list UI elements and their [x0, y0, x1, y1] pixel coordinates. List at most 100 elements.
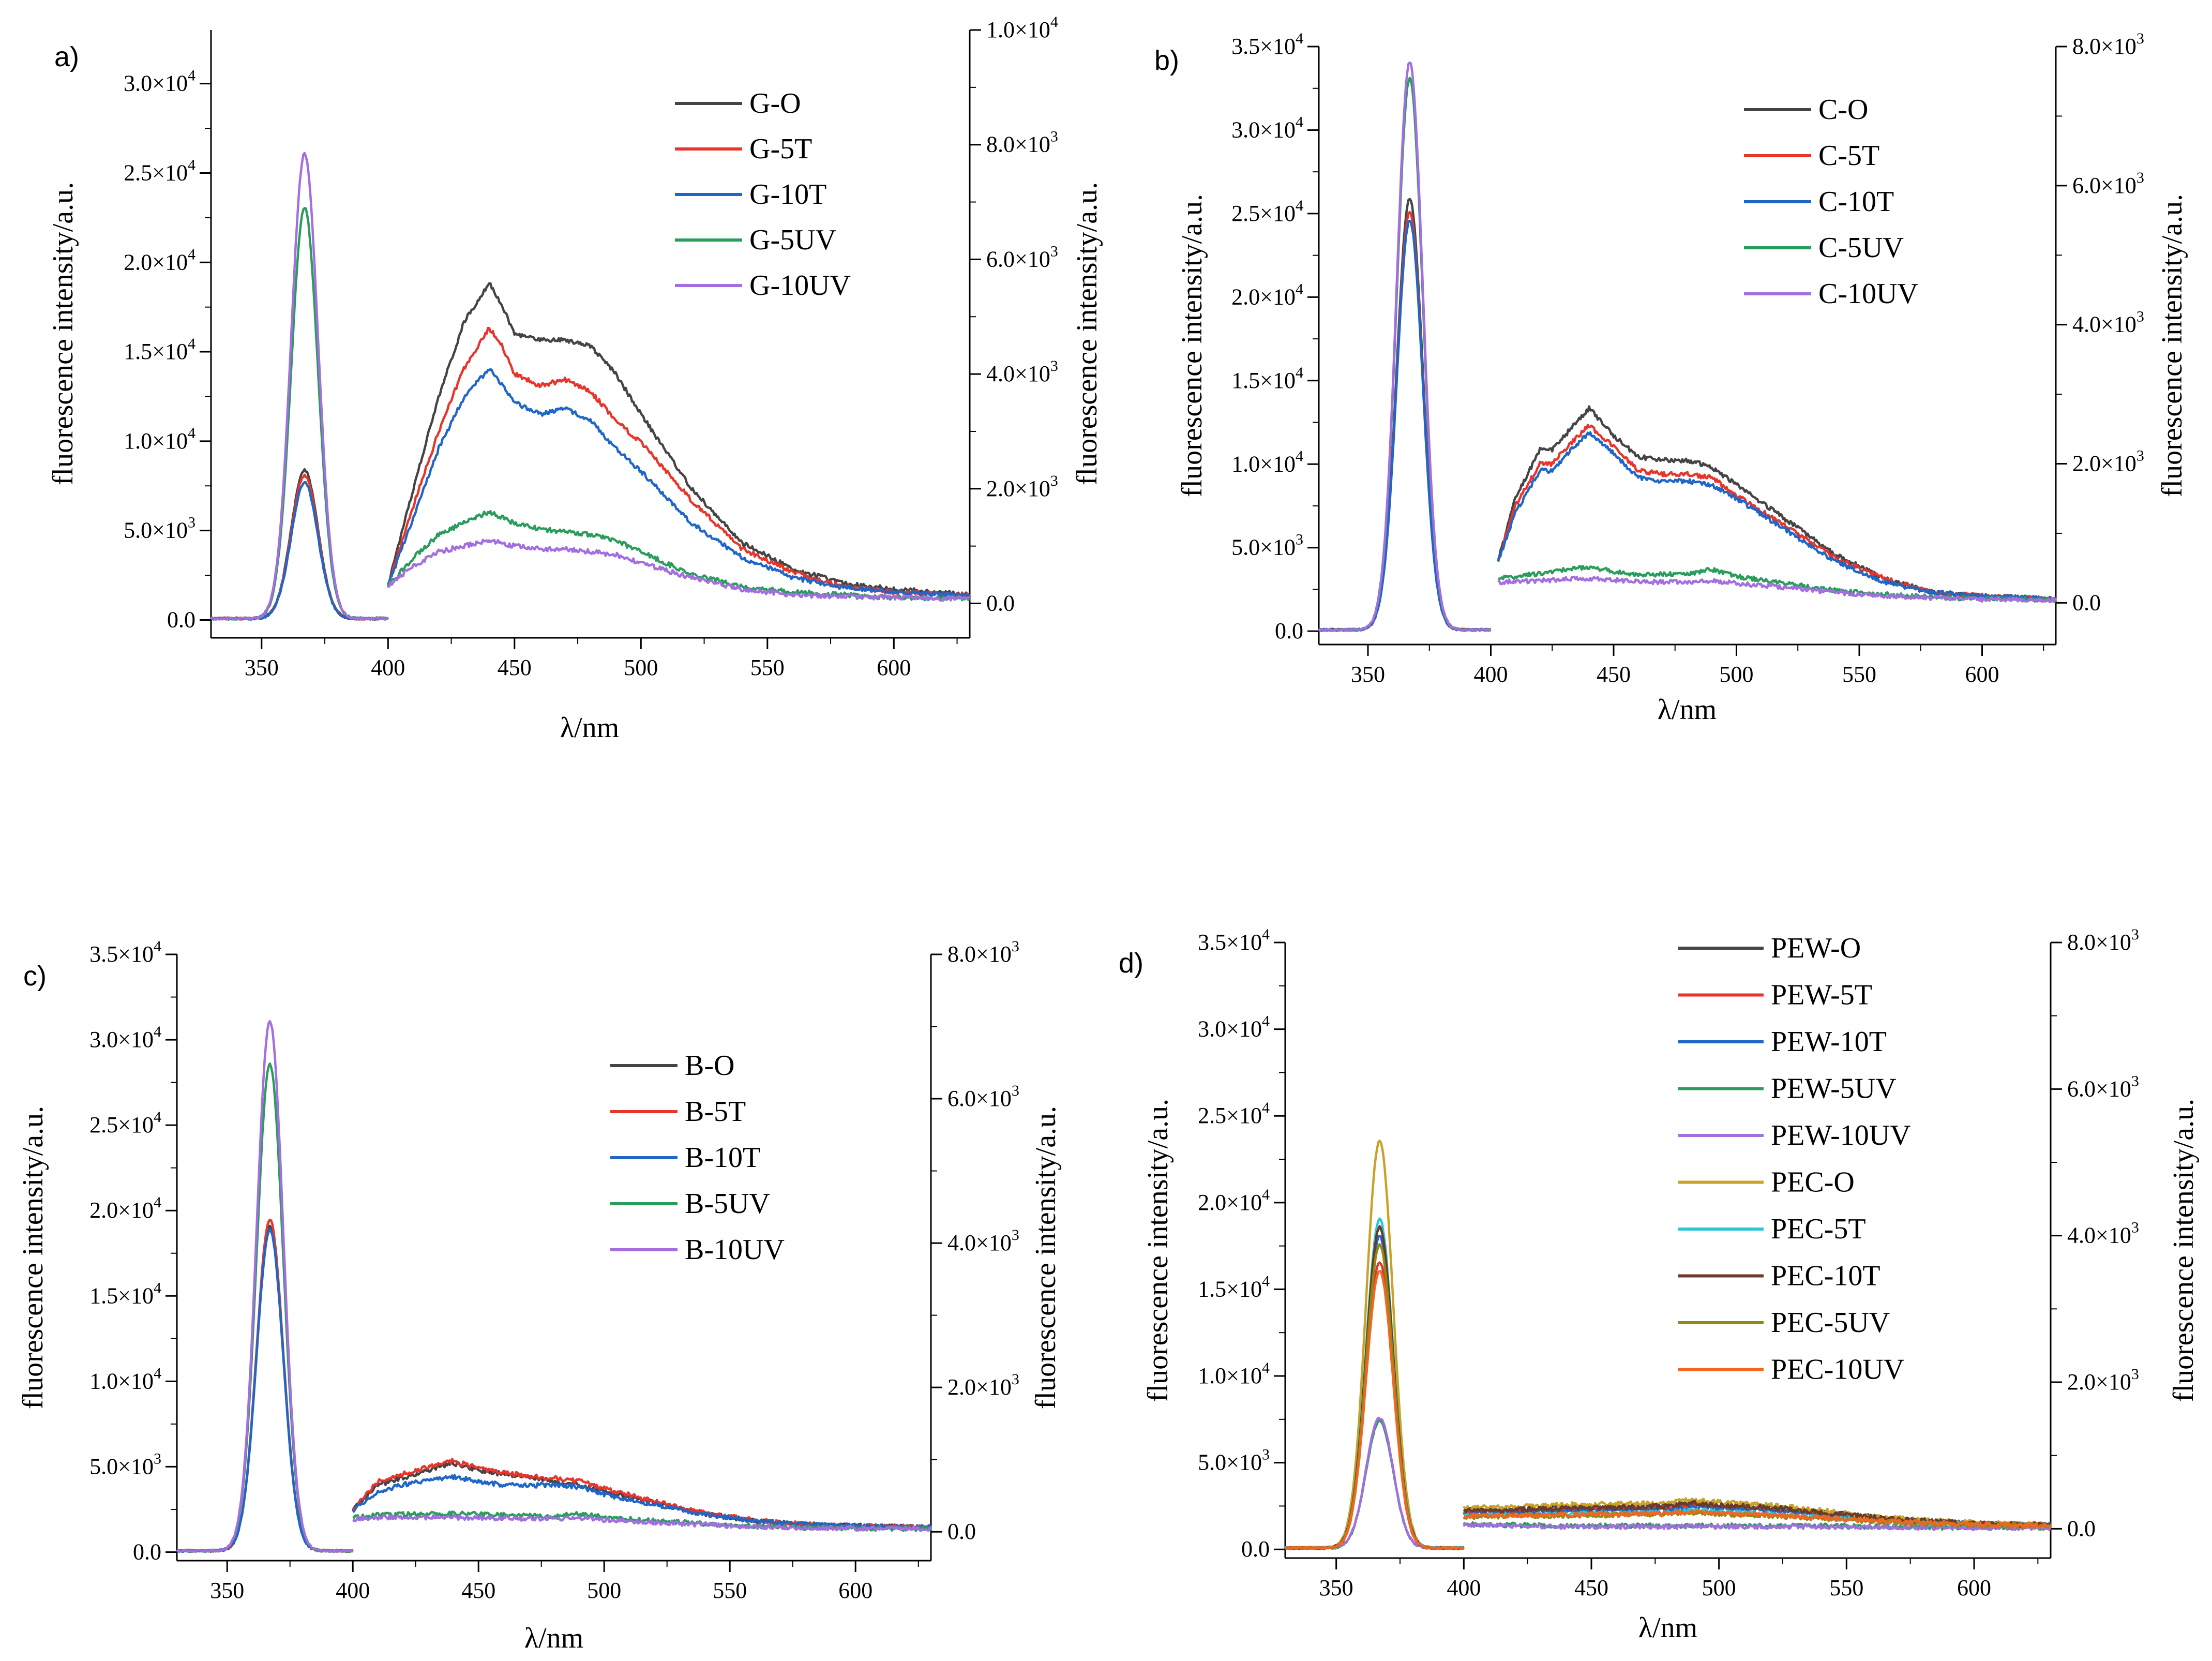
- tick-exponent: 4: [154, 1279, 161, 1296]
- y-right-tick-label: 8.0×103: [947, 938, 1019, 967]
- chart-panel-b: 350 400 450 500 550 600 0.0 5.0×103 1.0×104 1.5×1…: [1154, 30, 2188, 726]
- y-right-tick-label: 0.0: [2072, 590, 2101, 615]
- y-left-tick-label: 3.0×104: [89, 1023, 161, 1052]
- tick-exponent: 4: [1262, 926, 1270, 943]
- series-emission-B-O: [352, 1460, 931, 1531]
- y-left-tick-label: 1.5×104: [1231, 364, 1303, 393]
- y-right-tick-label: 6.0×103: [947, 1082, 1019, 1111]
- series-emission-C-10T: [1497, 431, 2057, 602]
- y-left-tick-label: 5.0×103: [89, 1450, 161, 1479]
- series-excitation-C-5UV: [1318, 77, 1491, 632]
- y-left-tick-label: 3.0×104: [1231, 113, 1303, 142]
- panel-label: c): [23, 961, 47, 992]
- y-right-tick-label: 6.0×103: [986, 243, 1058, 272]
- series-excitation-G-5UV: [210, 207, 389, 621]
- x-tick-label: 600: [877, 655, 911, 680]
- y-left-tick-label: 5.0×103: [1198, 1446, 1270, 1475]
- tick-exponent: 4: [1262, 1273, 1270, 1290]
- legend: C-O C-5T C-10T C-5UV C-10UV: [1744, 94, 1918, 310]
- y-left-tick-label: 2.0×104: [1198, 1186, 1270, 1215]
- series-excitation-B-10T: [176, 1228, 353, 1553]
- legend-label: C-O: [1818, 94, 1868, 126]
- y-left-tick-label: 3.5×104: [1231, 30, 1303, 59]
- series-excitation-C-O: [1318, 198, 1492, 632]
- series-excitation-PEW-5UV: [1284, 1419, 1465, 1550]
- y-left-tick-label: 1.0×104: [1198, 1359, 1270, 1388]
- x-tick-label: 450: [461, 1578, 495, 1603]
- x-tick-label: 350: [210, 1578, 244, 1603]
- legend-label: B-5UV: [685, 1188, 770, 1220]
- legend-label: PEW-10UV: [1771, 1119, 1911, 1151]
- series-excitation-G-10UV: [210, 152, 388, 621]
- tick-exponent: 3: [2136, 169, 2144, 186]
- x-tick-label: 500: [1702, 1575, 1736, 1600]
- tick-exponent: 4: [1262, 1186, 1270, 1203]
- tick-exponent: 3: [2136, 447, 2144, 465]
- y-right-tick-label: 4.0×103: [2067, 1219, 2139, 1248]
- legend-label: PEC-O: [1771, 1166, 1855, 1199]
- tick-exponent: 4: [1296, 197, 1303, 214]
- tick-exponent: 3: [2136, 30, 2144, 47]
- legend-label: C-5T: [1818, 140, 1879, 172]
- legend-label: B-10UV: [685, 1234, 785, 1266]
- tick-exponent: 3: [1050, 472, 1058, 489]
- chart-panel-a: 350 400 450 500 550 600 0.0 5.0×103 1.0×104 1.5×1…: [47, 13, 1103, 744]
- legend-label: C-10T: [1818, 186, 1894, 218]
- legend-label: PEC-10T: [1771, 1260, 1880, 1292]
- series-emission-B-10T: [352, 1474, 932, 1531]
- tick-exponent: 4: [1262, 1359, 1270, 1376]
- y-axis-title-left: fluorescence intensity/a.u.: [47, 182, 79, 485]
- y-left-tick-label: 2.0×104: [1231, 280, 1303, 309]
- tick-exponent: 4: [1296, 280, 1303, 297]
- y-right-tick-label: 6.0×103: [2067, 1072, 2139, 1101]
- legend-label: PEC-10UV: [1771, 1354, 1904, 1386]
- tick-exponent: 4: [1296, 447, 1303, 465]
- series-emission-G-10T: [387, 368, 971, 600]
- y-left-tick-label: 3.0×104: [1198, 1013, 1270, 1042]
- series-emission-PEW-10UV: [1463, 1522, 2052, 1531]
- tick-exponent: 3: [188, 514, 195, 531]
- y-right-tick-label: 0.0: [2067, 1516, 2096, 1541]
- y-axis-title-left: fluorescence intensity/a.u.: [1142, 1099, 1174, 1402]
- y-axis-title-right: fluorescence intensity/a.u.: [1071, 182, 1103, 485]
- legend-label: PEW-5T: [1771, 979, 1872, 1011]
- tick-exponent: 3: [2131, 1366, 2139, 1383]
- tick-exponent: 3: [2131, 1072, 2139, 1089]
- y-left-tick-label: 1.0×104: [89, 1365, 161, 1394]
- x-tick-label: 550: [750, 655, 785, 680]
- tick-exponent: 3: [1050, 357, 1058, 375]
- chart-panel-d: 350 400 450 500 550 600 0.0 5.0×103 1.0×104 1.5×1…: [1119, 926, 2200, 1644]
- series-emission-G-O: [387, 282, 971, 598]
- x-tick-label: 500: [624, 655, 658, 680]
- x-tick-label: 350: [1351, 662, 1385, 687]
- y-left-tick-label: 3.0×104: [124, 67, 195, 96]
- legend-label: PEW-5UV: [1771, 1073, 1897, 1105]
- series-excitation-PEC-O: [1284, 1139, 1465, 1550]
- tick-exponent: 4: [1050, 13, 1058, 31]
- legend-label: G-10UV: [749, 270, 851, 302]
- series-emission-C-O: [1497, 405, 2056, 603]
- y-left-tick-label: 2.0×104: [124, 246, 195, 275]
- y-right-tick-label: 2.0×103: [986, 472, 1058, 501]
- tick-exponent: 3: [2131, 1219, 2139, 1236]
- y-left-tick-label: 1.5×104: [124, 335, 195, 364]
- series-excitation-B-10UV: [176, 1020, 353, 1553]
- chart-panel-c: 350 400 450 500 550 600 0.0 5.0×103 1.0×104 1.5×1…: [17, 938, 1062, 1654]
- y-right-tick-label: 1.0×104: [986, 13, 1058, 42]
- series-emission-G-5UV: [387, 510, 971, 602]
- tick-exponent: 3: [2136, 308, 2144, 325]
- tick-exponent: 4: [154, 1365, 161, 1382]
- legend-label: G-10T: [749, 178, 826, 211]
- series-emission-G-10UV: [387, 538, 970, 602]
- y-left-tick-label: 2.5×104: [1198, 1099, 1270, 1128]
- legend-label: PEW-O: [1771, 932, 1861, 964]
- tick-exponent: 3: [1296, 531, 1303, 548]
- series-excitation-C-5T: [1318, 211, 1492, 632]
- legend: PEW-O PEW-5T PEW-10T PEW-5UV PEW-10UV PEC-O PE…: [1678, 932, 1911, 1386]
- series-excitation-PEW-10UV: [1285, 1416, 1465, 1550]
- y-left-tick-label: 1.0×104: [1231, 447, 1303, 476]
- tick-exponent: 4: [154, 1023, 161, 1040]
- series-emission-C-10UV: [1497, 575, 2057, 604]
- series-excitation-B-5UV: [176, 1062, 353, 1553]
- series-excitation-C-10UV: [1318, 61, 1492, 632]
